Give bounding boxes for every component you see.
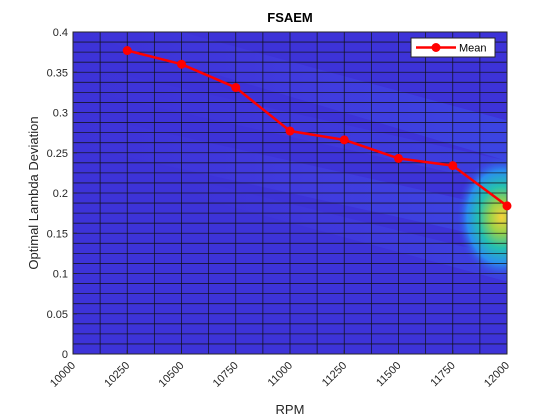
- data-point: [502, 201, 512, 211]
- plot-area: [72, 31, 512, 355]
- y-tick-label: 0.05: [47, 309, 68, 321]
- y-tick-label: 0.25: [47, 148, 68, 160]
- x-axis-label: RPM: [276, 402, 305, 417]
- x-tick-label: 11250: [320, 360, 350, 390]
- x-tick-label: 11500: [374, 360, 404, 390]
- legend-marker-swatch: [431, 43, 441, 52]
- data-point: [394, 153, 403, 163]
- x-axis-ticks: 10000 10250 10500 10750 11000 11250 11500 11750…: [48, 350, 512, 390]
- x-tick-label: 10500: [157, 360, 187, 390]
- chart-title: FSAEM: [267, 10, 313, 25]
- y-tick-label: 0.35: [47, 67, 68, 79]
- data-point: [122, 46, 132, 56]
- legend: Mean: [410, 37, 496, 58]
- heatmap-hotspot: [455, 155, 507, 280]
- y-axis-label: Optimal Lambda Deviation: [26, 116, 41, 269]
- x-tick-label: 10000: [48, 360, 78, 390]
- y-axis-ticks: 0 0.05 0.1 0.15 0.2 0.25 0.3 0.35 0.4: [47, 27, 77, 361]
- x-tick-label: 12000: [482, 360, 512, 390]
- y-tick-label: 0.15: [47, 228, 68, 240]
- series-layer: [122, 46, 512, 211]
- x-tick-label: 11750: [428, 360, 458, 390]
- data-point: [177, 59, 186, 69]
- y-tick-label: 0.3: [53, 108, 68, 120]
- series-line-mean: [126, 49, 508, 207]
- x-tick-label: 10250: [102, 360, 132, 390]
- legend-label: Mean: [459, 43, 487, 55]
- y-tick-label: 0: [62, 349, 68, 361]
- y-tick-label: 0.4: [53, 27, 68, 39]
- data-point: [448, 161, 458, 171]
- y-tick-label: 0.1: [53, 269, 68, 281]
- x-tick-label: 11000: [266, 360, 296, 390]
- x-tick-label: 10750: [211, 360, 241, 390]
- data-point: [285, 126, 295, 136]
- data-point: [339, 135, 349, 145]
- data-point: [231, 83, 241, 93]
- y-tick-label: 0.2: [53, 188, 68, 200]
